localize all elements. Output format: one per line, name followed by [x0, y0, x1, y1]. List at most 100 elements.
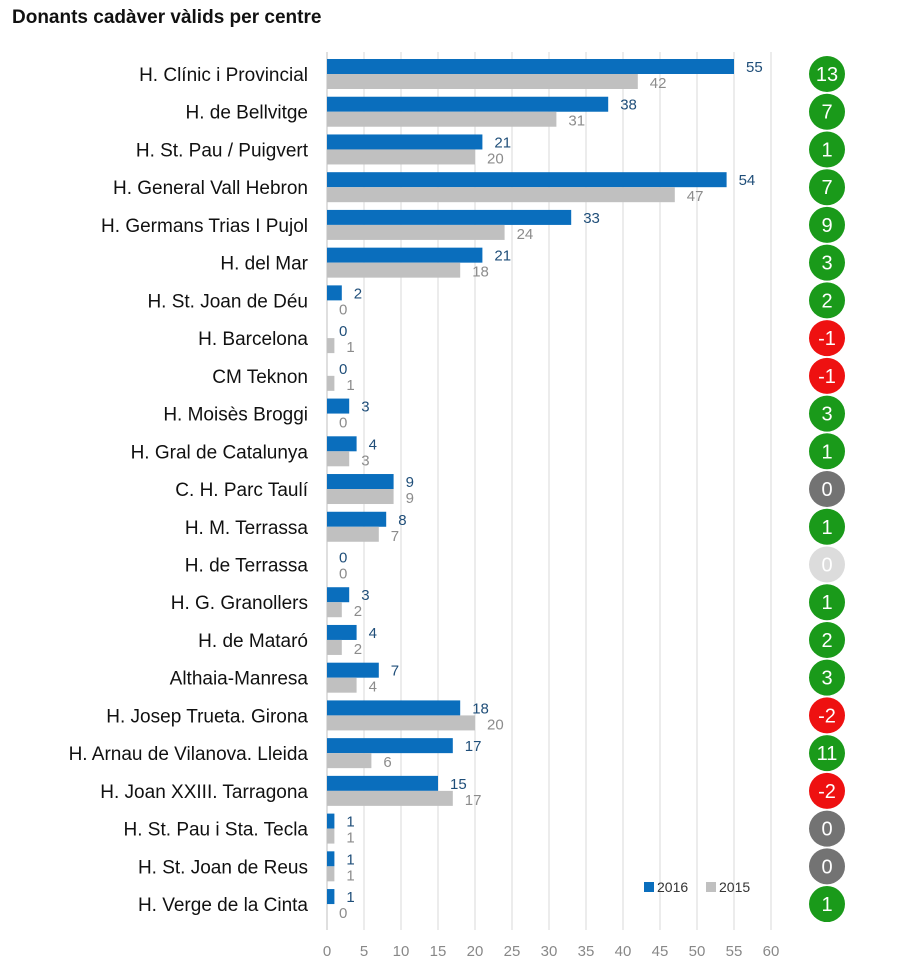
value-label-2015: 1 — [346, 339, 354, 356]
difference-badge: 1 — [809, 131, 845, 168]
difference-circle — [809, 848, 845, 885]
value-label-2015: 0 — [339, 415, 347, 432]
value-label-2015: 6 — [383, 754, 391, 771]
category-row: H. St. Joan de Déu 20 2 — [147, 282, 845, 319]
value-label-2015: 42 — [650, 75, 667, 92]
difference-badge: 3 — [809, 244, 845, 281]
bar-2015 — [327, 224, 505, 240]
x-tick-label: 10 — [393, 943, 410, 960]
legend: 2016 2015 — [644, 879, 750, 895]
difference-value: 11 — [817, 743, 838, 765]
category-label: H. Gral de Catalunya — [131, 442, 309, 463]
difference-badge: -1 — [809, 320, 845, 357]
value-label-2016: 33 — [583, 210, 600, 227]
category-label: H. Josep Trueta. Girona — [106, 706, 308, 727]
category-row: H. Gral de Catalunya 43 1 — [131, 433, 845, 470]
bar-2015 — [327, 375, 335, 391]
value-label-2015: 47 — [687, 188, 704, 205]
difference-value: 0 — [821, 856, 832, 878]
bar-2015 — [327, 602, 342, 618]
bar-2016 — [327, 889, 335, 905]
difference-circle — [809, 697, 845, 734]
bar-2015 — [327, 338, 335, 354]
category-label: H. Verge de la Cinta — [138, 895, 308, 916]
bar-2015 — [327, 753, 372, 769]
difference-circle — [809, 735, 845, 772]
bar-2015 — [327, 489, 394, 505]
bar-2015 — [327, 715, 475, 731]
difference-value: 1 — [821, 441, 832, 463]
category-label: H. M. Terrassa — [185, 518, 309, 539]
value-label-2016: 0 — [339, 549, 347, 566]
category-label: H. de Bellvitge — [185, 103, 308, 124]
category-label: C. H. Parc Taulí — [175, 480, 308, 501]
x-tick-label: 60 — [763, 943, 780, 960]
category-label: H. Joan XXIII. Tarragona — [100, 782, 308, 803]
difference-value: 3 — [821, 253, 832, 275]
category-row: H. Clínic i Provincial 55 42 13 — [139, 56, 845, 92]
value-label-2016: 1 — [346, 851, 354, 868]
category-row: H. Germans Trias I Pujol 33 24 9 — [101, 206, 845, 243]
value-label-2016: 4 — [369, 436, 377, 453]
bar-2016 — [327, 662, 379, 678]
category-row: H. St. Joan de Reus 11 0 — [138, 848, 845, 885]
difference-value: 2 — [821, 630, 832, 652]
difference-circle — [809, 93, 845, 130]
difference-circle — [809, 508, 845, 545]
bar-2016 — [327, 96, 609, 112]
bar-2015 — [327, 187, 675, 203]
category-label: CM Teknon — [212, 367, 308, 388]
difference-value: -2 — [818, 781, 836, 803]
bar-2016 — [327, 775, 438, 791]
value-label-2015: 0 — [339, 565, 347, 582]
difference-badge: 2 — [809, 621, 845, 658]
category-label: H. St. Pau / Puigvert — [136, 140, 309, 161]
bar-2015 — [327, 111, 557, 127]
difference-badge: 1 — [809, 886, 845, 923]
bar-2016 — [327, 813, 335, 829]
value-label-2016: 7 — [391, 663, 399, 680]
difference-value: 1 — [821, 517, 832, 539]
value-label-2016: 17 — [465, 738, 482, 755]
difference-badge: -2 — [809, 772, 845, 809]
difference-value: 0 — [821, 479, 832, 501]
category-row: H. Arnau de Vilanova. Lleida 17 6 11 — [69, 735, 845, 772]
value-label-2015: 7 — [391, 528, 399, 545]
difference-circle — [809, 169, 845, 206]
difference-circle — [809, 244, 845, 281]
difference-circle — [809, 282, 845, 319]
x-tick-label: 30 — [541, 943, 558, 960]
category-label: H. St. Joan de Reus — [138, 857, 308, 878]
category-row: H. del Mar 21 18 3 — [220, 244, 845, 281]
value-label-2015: 9 — [406, 490, 414, 507]
value-label-2016: 8 — [398, 512, 406, 529]
category-label: Althaia-Manresa — [170, 669, 309, 690]
bar-2016 — [327, 436, 357, 452]
category-row: CM Teknon 01 -1 — [212, 357, 845, 394]
difference-badge: 1 — [809, 584, 845, 621]
value-label-2015: 20 — [487, 150, 504, 167]
value-label-2015: 2 — [354, 641, 362, 658]
difference-circle — [809, 433, 845, 470]
bar-2016 — [327, 134, 483, 150]
bar-2015 — [327, 790, 453, 806]
bar-2016 — [327, 285, 342, 301]
value-label-2015: 0 — [339, 301, 347, 318]
value-label-2016: 1 — [346, 889, 354, 906]
difference-badge: 1 — [809, 433, 845, 470]
category-row: H. G. Granollers 32 1 — [171, 584, 845, 621]
difference-circle — [809, 886, 845, 923]
x-tick-label: 25 — [504, 943, 521, 960]
bar-2016 — [327, 59, 734, 74]
value-label-2015: 1 — [346, 377, 354, 394]
difference-circle — [809, 357, 845, 394]
x-tick-label: 20 — [467, 943, 484, 960]
difference-value: 0 — [821, 819, 832, 841]
x-tick-label: 45 — [652, 943, 669, 960]
category-row: H. Barcelona 01 -1 — [198, 320, 845, 357]
difference-badge: 9 — [809, 206, 845, 243]
difference-value: 2 — [821, 290, 832, 312]
difference-value: 0 — [821, 554, 832, 576]
